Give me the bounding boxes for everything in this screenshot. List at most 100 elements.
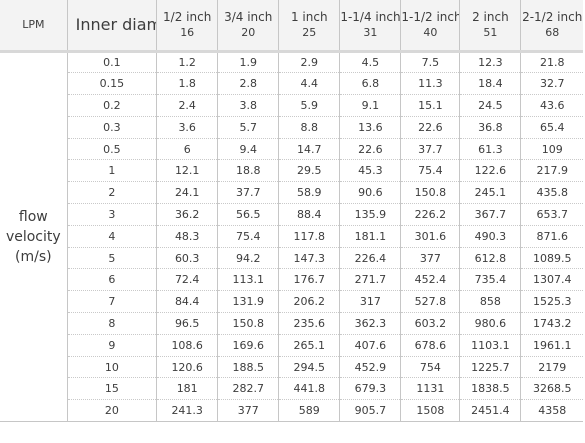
- lpm-value-cell: 1103.1: [459, 334, 521, 357]
- table-row: 6 72.4 113.1 176.7 271.7 452.4 735.4 1307.4: [0, 268, 583, 292]
- velocity-cell: 15: [66, 377, 157, 401]
- lpm-value-cell: 117.8: [278, 225, 340, 248]
- lpm-value-cell: 8.8: [278, 116, 340, 139]
- table-row: flow velocity (m/s) 0.1 1.2 1.9 2.9 4.5 7.5 12.…: [0, 51, 583, 423]
- lpm-value-cell: 1307.4: [520, 268, 583, 292]
- lpm-value-cell: 75.4: [217, 225, 279, 248]
- velocity-cell: 0.1: [66, 51, 157, 74]
- lpm-value-cell: 4.5: [339, 51, 401, 74]
- table-row: 9 108.6 169.6 265.1 407.6 678.6 1103.1 1961.1: [0, 334, 583, 357]
- lpm-value-cell: 1131: [400, 377, 460, 401]
- lpm-value-cell: 58.9: [278, 181, 340, 205]
- table-row: 3 36.2 56.5 88.4 135.9 226.2 367.7 653.7: [0, 203, 583, 226]
- lpm-value-cell: 21.8: [520, 51, 583, 74]
- lpm-value-cell: 7.5: [400, 51, 460, 74]
- lpm-value-cell: 43.6: [520, 94, 583, 117]
- pipe-size-label: 1 inch: [290, 9, 328, 24]
- lpm-value-cell: 241.3: [156, 399, 218, 423]
- lpm-value-cell: 2.9: [278, 51, 340, 74]
- lpm-value-cell: 3268.5: [520, 377, 583, 401]
- lpm-value-cell: 435.8: [520, 181, 583, 205]
- lpm-value-cell: 452.4: [400, 268, 460, 292]
- lpm-value-cell: 90.6: [339, 181, 401, 205]
- lpm-value-cell: 29.5: [278, 159, 340, 183]
- lpm-value-cell: 678.6: [400, 334, 460, 357]
- lpm-value-cell: 11.3: [400, 72, 460, 96]
- lpm-value-cell: 1.9: [217, 51, 279, 74]
- table-row: 0.3 3.6 5.7 8.8 13.6 22.6 36.8 65.4: [0, 116, 583, 139]
- lpm-value-cell: 176.7: [278, 268, 340, 292]
- lpm-value-cell: 603.2: [400, 312, 460, 335]
- lpm-value-cell: 150.8: [217, 312, 279, 335]
- lpm-value-cell: 22.6: [400, 116, 460, 139]
- inner-diameter-header: Inner diameter (inch): [66, 0, 157, 53]
- pipe-header-1-2-inch: 1/2 inch 16: [156, 0, 218, 53]
- velocity-cell: 8: [66, 312, 157, 335]
- lpm-value-cell: 1525.3: [520, 290, 583, 314]
- lpm-value-cell: 2.4: [156, 94, 218, 117]
- lpm-value-cell: 45.3: [339, 159, 401, 183]
- pipe-size-label: 2 inch: [472, 9, 509, 24]
- lpm-value-cell: 294.5: [278, 356, 340, 379]
- lpm-value-cell: 36.2: [156, 203, 218, 226]
- lpm-value-cell: 109: [520, 138, 583, 161]
- lpm-value-cell: 527.8: [400, 290, 460, 314]
- lpm-value-cell: 94.2: [217, 247, 279, 270]
- table-row: 0.15 1.8 2.8 4.4 6.8 11.3 18.4 32.7: [0, 72, 583, 96]
- lpm-value-cell: 84.4: [156, 290, 218, 314]
- table-row: 1 12.1 18.8 29.5 45.3 75.4 122.6 217.9: [0, 159, 583, 183]
- velocity-cell: 1: [66, 159, 157, 183]
- lpm-value-cell: 1743.2: [520, 312, 583, 335]
- velocity-cell: 4: [66, 225, 157, 248]
- lpm-value-cell: 245.1: [459, 181, 521, 205]
- lpm-value-cell: 65.4: [520, 116, 583, 139]
- velocity-cell: 9: [66, 334, 157, 357]
- lpm-value-cell: 679.3: [339, 377, 401, 401]
- pipe-header-2-inch: 2 inch 51: [459, 0, 521, 53]
- lpm-value-cell: 22.6: [339, 138, 401, 161]
- lpm-value-cell: 589: [278, 399, 340, 423]
- lpm-value-cell: 48.3: [156, 225, 218, 248]
- pipe-mm-label: 68: [545, 25, 560, 39]
- lpm-value-cell: 407.6: [339, 334, 401, 357]
- lpm-value-cell: 61.3: [459, 138, 521, 161]
- lpm-value-cell: 37.7: [400, 138, 460, 161]
- lpm-value-cell: 147.3: [278, 247, 340, 270]
- lpm-value-cell: 181: [156, 377, 218, 401]
- lpm-value-cell: 108.6: [156, 334, 218, 357]
- table-row: 2 24.1 37.7 58.9 90.6 150.8 245.1 435.8: [0, 181, 583, 205]
- pipe-mm-label: 51: [483, 25, 498, 39]
- lpm-value-cell: 612.8: [459, 247, 521, 270]
- table-row: 5 60.3 94.2 147.3 226.4 377 612.8 1089.5: [0, 247, 583, 270]
- lpm-value-cell: 4358: [520, 399, 583, 423]
- lpm-value-cell: 905.7: [339, 399, 401, 423]
- lpm-value-cell: 265.1: [278, 334, 340, 357]
- lpm-value-cell: 18.4: [459, 72, 521, 96]
- table-row: 8 96.5 150.8 235.6 362.3 603.2 980.6 1743.2: [0, 312, 583, 335]
- lpm-value-cell: 1.2: [156, 51, 218, 74]
- lpm-value-cell: 120.6: [156, 356, 218, 379]
- lpm-value-cell: 2.8: [217, 72, 279, 96]
- pipe-size-label: 1/2 inch: [163, 9, 212, 24]
- lpm-value-cell: 12.3: [459, 51, 521, 74]
- lpm-value-cell: 5.7: [217, 116, 279, 139]
- lpm-value-cell: 226.2: [400, 203, 460, 226]
- lpm-value-cell: 3.6: [156, 116, 218, 139]
- lpm-value-cell: 72.4: [156, 268, 218, 292]
- lpm-value-cell: 271.7: [339, 268, 401, 292]
- lpm-value-cell: 18.8: [217, 159, 279, 183]
- lpm-value-cell: 653.7: [520, 203, 583, 226]
- lpm-value-cell: 75.4: [400, 159, 460, 183]
- lpm-value-cell: 3.8: [217, 94, 279, 117]
- table-row: 7 84.4 131.9 206.2 317 527.8 858 1525.3: [0, 290, 583, 314]
- table-row: 0.5 6 9.4 14.7 22.6 37.7 61.3 109: [0, 138, 583, 161]
- lpm-value-cell: 1225.7: [459, 356, 521, 379]
- pipe-size-label: 3/4 inch: [224, 9, 273, 24]
- velocity-cell: 0.3: [66, 116, 157, 139]
- lpm-value-cell: 169.6: [217, 334, 279, 357]
- lpm-value-cell: 5.9: [278, 94, 340, 117]
